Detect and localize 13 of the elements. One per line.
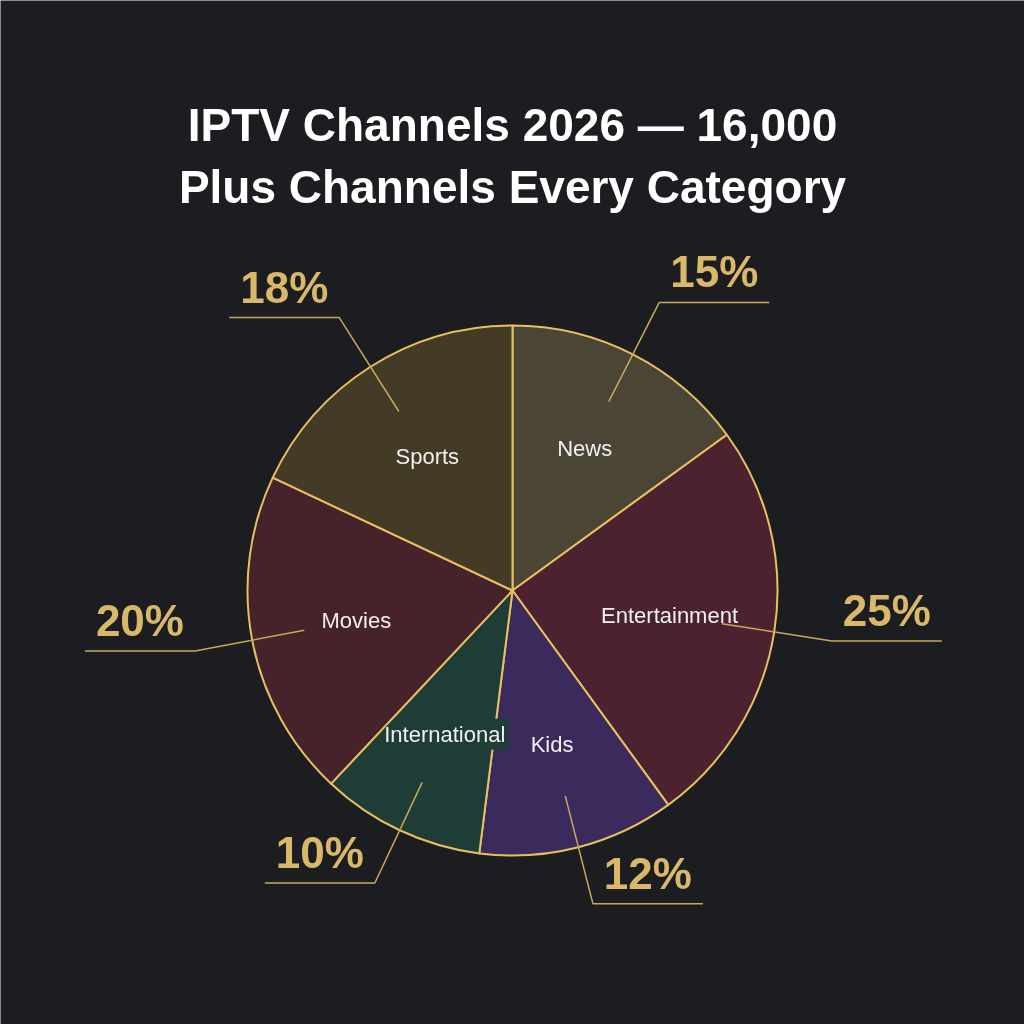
slice-label: Movies: [321, 607, 392, 633]
data-label: 10%: [275, 828, 364, 878]
data-label: 20%: [95, 596, 184, 646]
slice-label: Kids: [530, 732, 574, 757]
data-label: 25%: [842, 586, 931, 636]
data-label: 12%: [603, 848, 692, 898]
slice-label: Sports: [395, 443, 460, 469]
chart-title: IPTV Channels 2026 — 16,000 Plus Channels Every Category: [178, 98, 847, 213]
data-label: 18%: [240, 262, 329, 312]
slice-label: Entertainment: [601, 602, 739, 628]
data-label: 15%: [670, 247, 759, 297]
slice-label: International: [384, 721, 506, 747]
slice-label: News: [557, 436, 613, 462]
